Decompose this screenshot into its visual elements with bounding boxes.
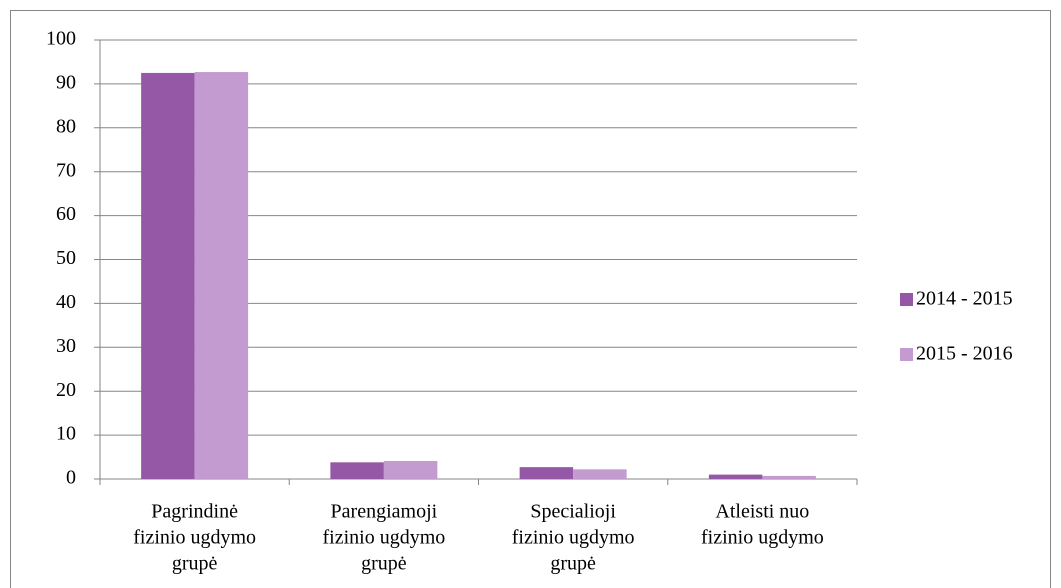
y-tick-label: 40 — [56, 291, 76, 313]
x-tick-label: Specialioji — [530, 501, 616, 523]
bar — [708, 474, 763, 479]
x-tick-label: Pagrindinė — [151, 501, 238, 523]
legend-label: 2015 - 2016 — [916, 343, 1013, 365]
x-tick-label: fizinio ugdymo — [133, 527, 256, 549]
x-tick-label: Atleisti nuo — [715, 501, 809, 523]
y-tick-label: 20 — [56, 379, 76, 401]
x-tick-label: fizinio ugdymo — [512, 527, 635, 549]
y-tick-label: 100 — [46, 28, 76, 50]
bar — [194, 72, 249, 479]
x-tick-label: fizinio ugdymo — [322, 527, 445, 549]
y-tick-label: 10 — [56, 423, 76, 445]
y-tick-label: 0 — [66, 467, 76, 489]
legend-swatch — [900, 293, 913, 306]
bar — [573, 469, 627, 479]
bar — [141, 72, 195, 480]
chart-border — [10, 10, 1051, 588]
bar — [519, 467, 574, 479]
legend-swatch — [900, 348, 913, 361]
y-tick-label: 70 — [56, 159, 76, 181]
legend-label: 2014 - 2015 — [916, 288, 1013, 310]
y-tick-label: 80 — [56, 115, 76, 137]
bar — [383, 461, 438, 479]
x-tick-label: Parengiamoji — [331, 501, 438, 523]
y-tick-label: 60 — [56, 203, 76, 225]
y-tick-label: 30 — [56, 335, 76, 357]
bar — [762, 475, 816, 479]
x-tick-label: grupė — [172, 553, 218, 575]
bar — [330, 462, 384, 479]
x-tick-label: grupė — [361, 553, 407, 575]
y-tick-label: 50 — [56, 247, 76, 269]
x-tick-label: fizinio ugdymo — [701, 527, 824, 549]
y-tick-label: 90 — [56, 71, 76, 93]
x-tick-label: grupė — [550, 553, 596, 575]
